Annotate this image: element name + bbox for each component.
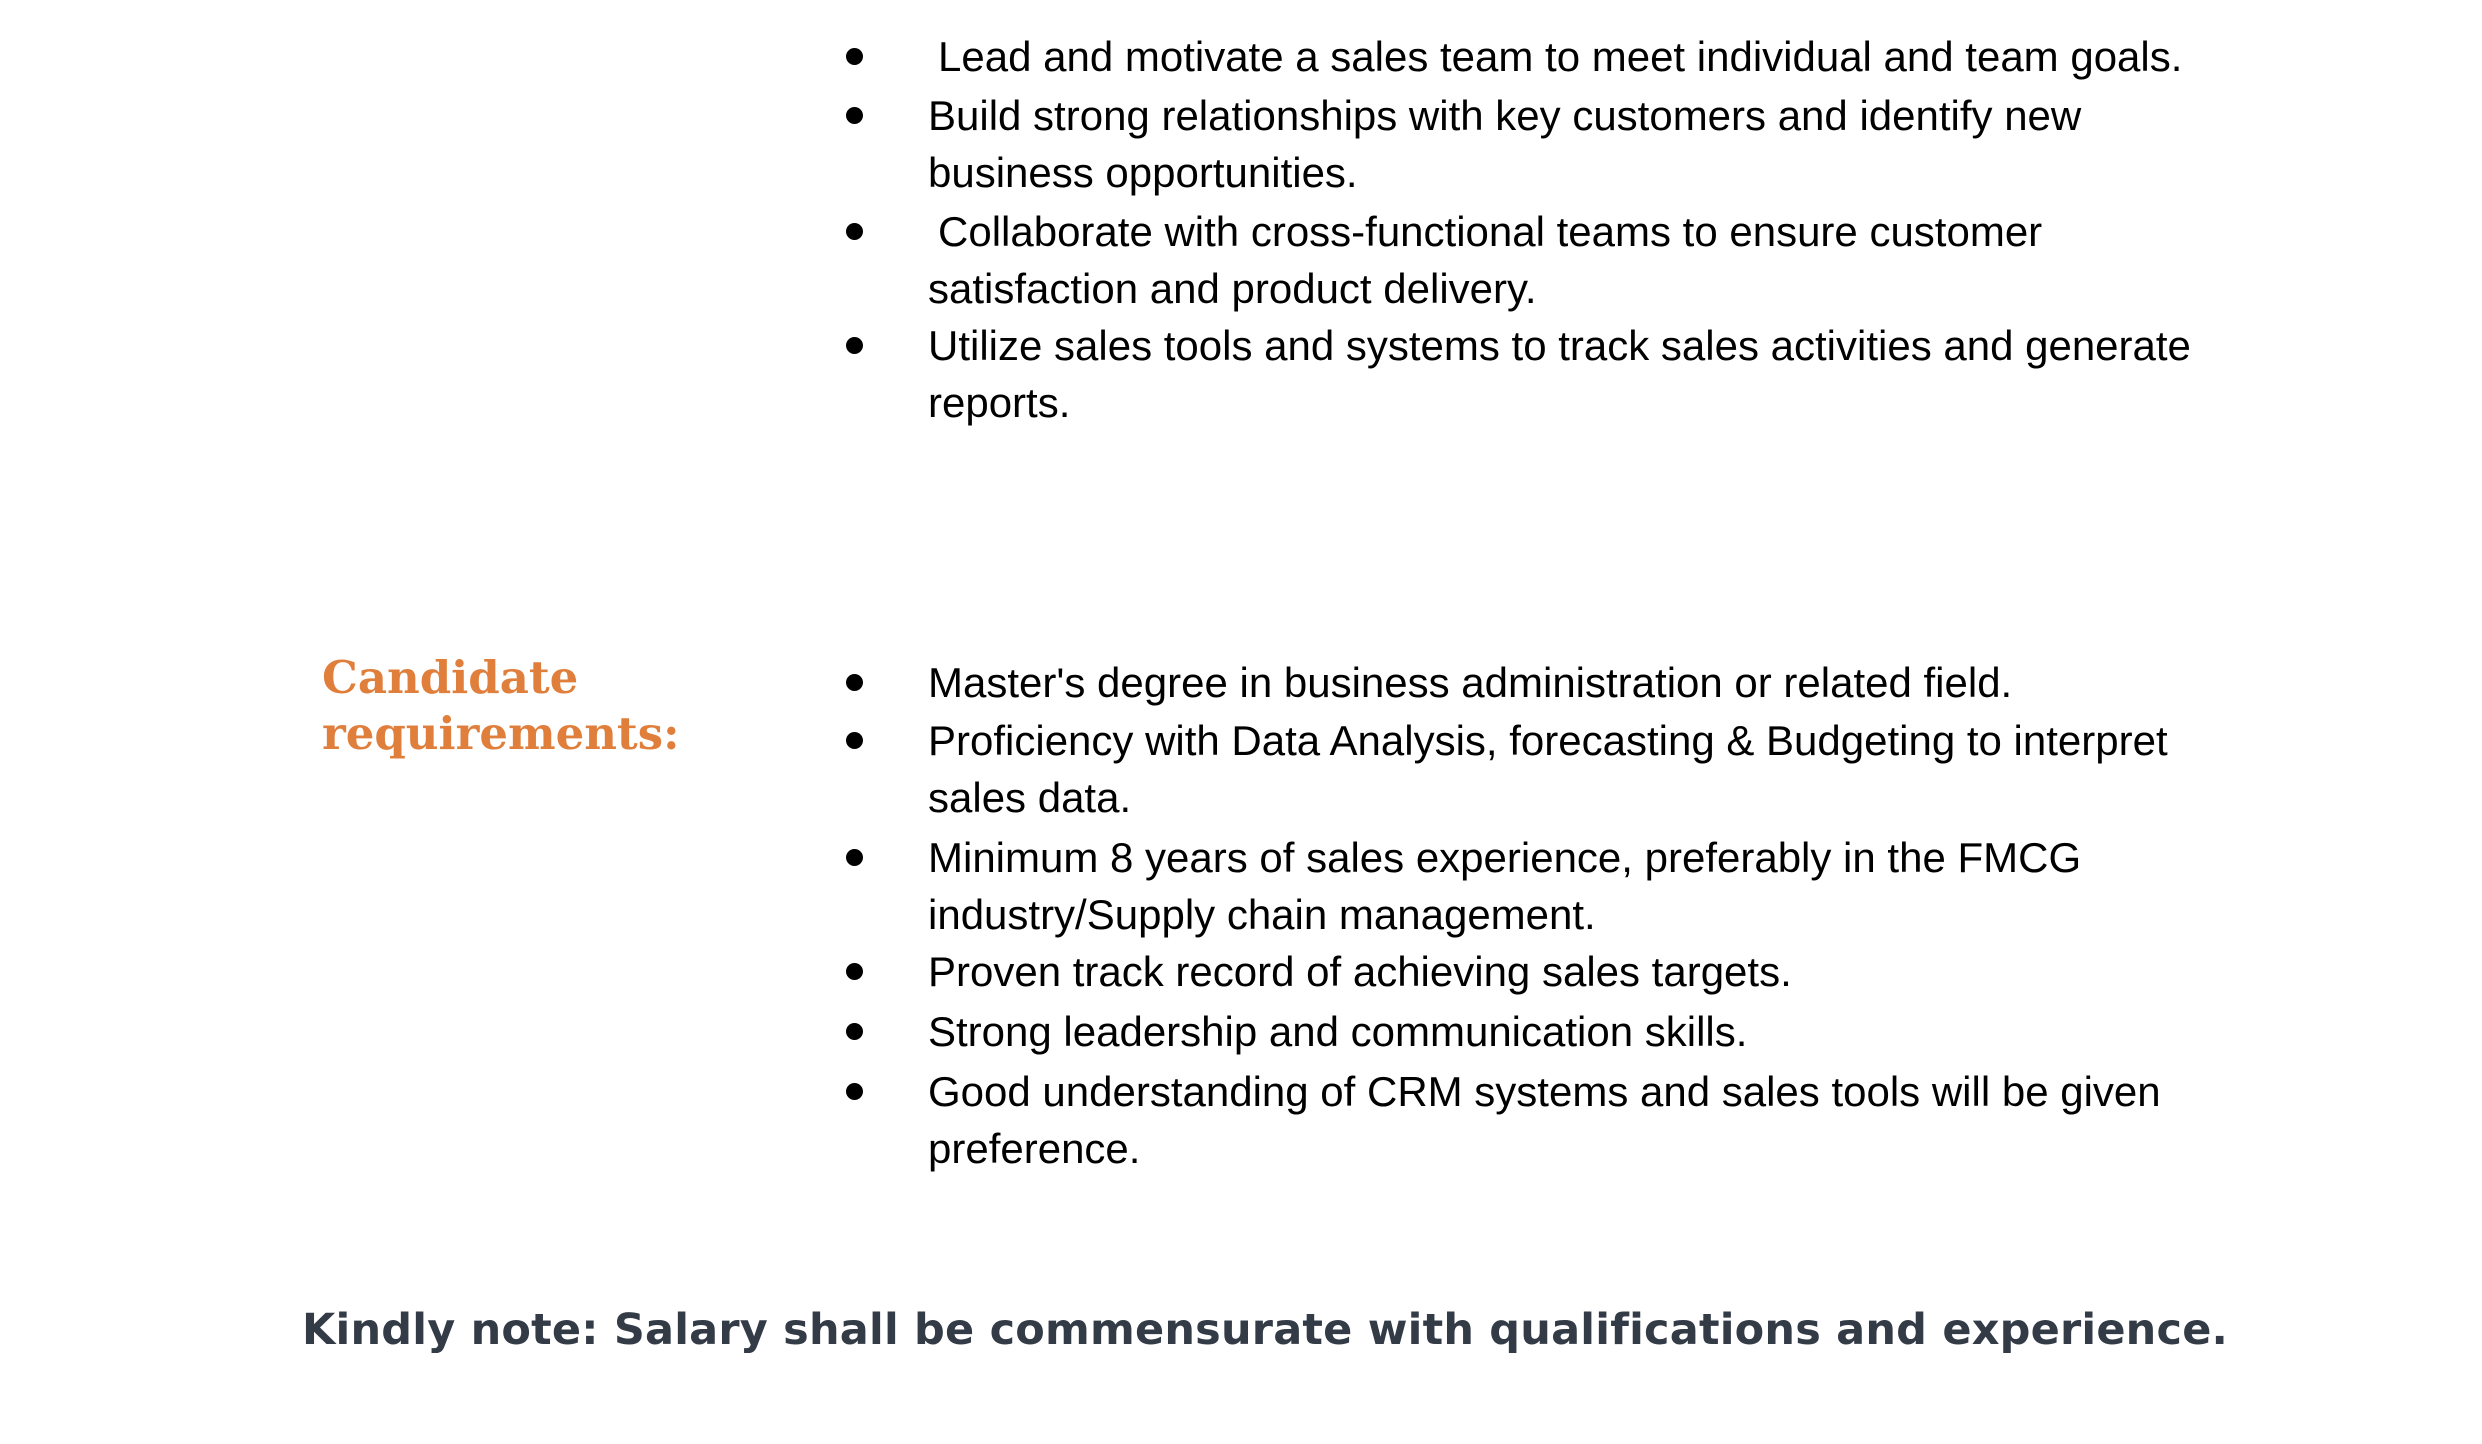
- list-item-text: Lead and motivate a sales team to meet i…: [938, 33, 2183, 80]
- list-item: Build strong relationships with key cust…: [836, 87, 2216, 201]
- list-item: Utilize sales tools and systems to track…: [836, 317, 2216, 431]
- requirements-list: Master's degree in business administrati…: [836, 654, 2216, 1177]
- list-item: Lead and motivate a sales team to meet i…: [836, 28, 2216, 85]
- list-item: Collaborate with cross-functional teams …: [836, 203, 2216, 317]
- list-item-text: Master's degree in business administrati…: [928, 659, 2013, 706]
- bullet-icon: [846, 1083, 863, 1100]
- list-item-text: Minimum 8 years of sales experience, pre…: [928, 834, 2082, 938]
- bullet-icon: [846, 674, 863, 691]
- list-item-text: Proven track record of achieving sales t…: [928, 948, 1792, 995]
- list-item: Master's degree in business administrati…: [836, 654, 2216, 711]
- list-item: Proficiency with Data Analysis, forecast…: [836, 712, 2216, 826]
- bullet-icon: [846, 732, 863, 749]
- list-item-text: Build strong relationships with key cust…: [928, 92, 2082, 196]
- heading-line: Candidate: [322, 651, 579, 704]
- list-item: Minimum 8 years of sales experience, pre…: [836, 829, 2216, 943]
- list-item-text: Strong leadership and communication skil…: [928, 1008, 1748, 1055]
- bullet-icon: [846, 107, 863, 124]
- responsibilities-list: Lead and motivate a sales team to meet i…: [836, 28, 2216, 431]
- list-item-text: Good understanding of CRM systems and sa…: [928, 1068, 2161, 1172]
- list-item-text: Collaborate with cross-functional teams …: [928, 208, 2043, 312]
- candidate-requirements-heading: Candidate requirements:: [322, 650, 680, 762]
- bullet-icon: [846, 48, 863, 65]
- list-item-text: Proficiency with Data Analysis, forecast…: [928, 717, 2168, 821]
- bullet-icon: [846, 1023, 863, 1040]
- list-item: Proven track record of achieving sales t…: [836, 943, 2216, 1000]
- list-item: Strong leadership and communication skil…: [836, 1003, 2216, 1060]
- list-item: Good understanding of CRM systems and sa…: [836, 1063, 2216, 1177]
- list-item-text: Utilize sales tools and systems to track…: [928, 322, 2191, 426]
- bullet-icon: [846, 223, 863, 240]
- salary-note: Kindly note: Salary shall be commensurat…: [302, 1305, 2229, 1355]
- bullet-icon: [846, 849, 863, 866]
- heading-line: requirements:: [322, 707, 680, 760]
- bullet-icon: [846, 337, 863, 354]
- bullet-icon: [846, 963, 863, 980]
